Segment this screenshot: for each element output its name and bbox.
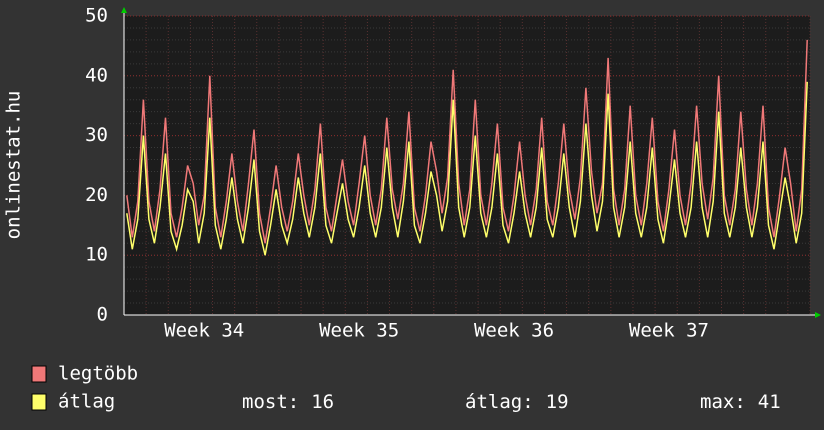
stat: most: 16 [242,391,334,413]
plot-area [124,16,810,315]
grid [123,15,811,316]
y-tick-label: 30 [85,124,108,146]
y-tick-label: 10 [85,244,108,266]
x-tick-label: Week 36 [474,320,554,342]
series-line [126,81,808,256]
y-axis-label: onlinestat.hu [3,91,25,240]
x-tick-label: Week 34 [164,320,244,342]
stat-value: 41 [758,391,781,413]
lines [126,39,808,256]
stat-value: 19 [546,391,569,413]
y-tick-label: 50 [85,5,108,27]
stat: átlag: 19 [465,391,569,413]
y-tick-label: 40 [85,64,108,86]
x-tick-label: Week 35 [319,320,399,342]
stat-label: most: [242,391,299,413]
stat-value: 16 [311,391,334,413]
legend: legtöbb átlag most: 16 átlag: 19 max: 41 [31,363,781,413]
stat: max: 41 [700,391,781,413]
stat-label: átlag: [465,391,534,413]
legend-swatch [31,393,47,411]
x-arrow [815,312,821,318]
legend-label: átlag [58,391,115,413]
y-tick-label: 20 [85,184,108,206]
legend-swatch [31,365,47,383]
y-arrow [121,7,127,13]
x-tick-label: Week 37 [629,320,709,342]
series-line [126,39,808,244]
y-tick-label: 0 [97,304,108,326]
stat-label: max: [700,391,746,413]
legend-label: legtöbb [58,363,138,385]
